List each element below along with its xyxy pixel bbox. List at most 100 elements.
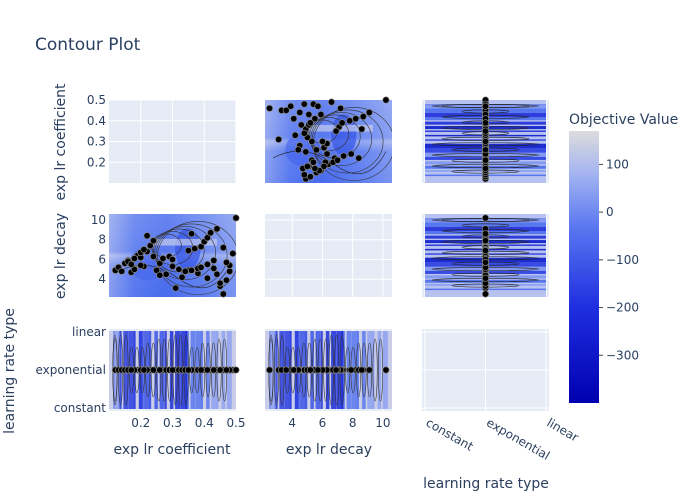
trial-point [156, 259, 164, 267]
trial-point [153, 266, 161, 274]
trial-point [481, 230, 490, 238]
trial-point [130, 254, 138, 263]
trial-point [140, 366, 148, 374]
trial-point [229, 249, 237, 258]
trial-point [318, 137, 327, 146]
trial-point [481, 164, 490, 173]
trial-point [327, 98, 336, 106]
x-tick-label: constant [424, 415, 476, 453]
trial-point [308, 137, 316, 146]
trial-point [481, 274, 490, 282]
subplot-0-0 [109, 99, 237, 183]
trial-point [127, 260, 135, 268]
trial-point [197, 263, 205, 271]
y-tick-label: 0.4 [87, 114, 106, 128]
trial-point [168, 255, 177, 264]
x-tick-label: 6 [319, 416, 327, 430]
trial-point [149, 252, 158, 261]
trial-point [300, 129, 308, 137]
trial-point [219, 290, 227, 298]
trial-point [282, 106, 290, 114]
trial-point [290, 115, 298, 123]
x-tick-label: exponential [484, 415, 552, 462]
trial-point [222, 366, 231, 374]
trial-point [143, 232, 151, 240]
trial-point [340, 152, 348, 160]
trial-point [290, 366, 298, 374]
trial-point [213, 225, 221, 233]
trial-point [210, 264, 218, 272]
trial-point [222, 276, 231, 284]
trial-point [296, 108, 304, 117]
y-tick-label: 0.5 [87, 93, 106, 107]
y-tick-label: 6 [98, 252, 106, 266]
trial-point [355, 154, 363, 162]
trial-point [347, 150, 355, 158]
trial-point [156, 271, 164, 279]
trial-point [226, 267, 234, 275]
trial-point [359, 113, 367, 121]
trial-point [203, 274, 211, 282]
trial-point [481, 137, 490, 146]
trial-point [382, 366, 390, 374]
trial-point [191, 245, 199, 253]
x-axis-title-type: learning rate type [423, 476, 549, 492]
subplot-1-2 [422, 214, 549, 298]
trial-point [149, 366, 158, 374]
colorbar-tick-label: 100 [606, 157, 629, 171]
trial-point [127, 366, 135, 374]
trial-point [332, 127, 340, 135]
trial-point [314, 366, 322, 374]
trial-point [188, 230, 196, 238]
trial-point [294, 146, 302, 154]
trial-point [118, 267, 126, 275]
trial-point [297, 121, 305, 129]
x-axis-title-coefficient: exp lr coefficient [113, 442, 231, 458]
trial-point [306, 119, 314, 127]
trial-point [232, 214, 240, 222]
trial-point [306, 366, 314, 374]
trial-point [265, 366, 274, 374]
trial-point [481, 156, 490, 164]
trial-point [352, 115, 360, 123]
colorbar-tick-label: −100 [606, 253, 639, 267]
trial-point [481, 290, 490, 298]
trial-point [184, 247, 192, 255]
trial-point [300, 100, 308, 108]
trial-point [346, 117, 354, 125]
x-tick-label: 0.2 [131, 416, 150, 430]
trial-point [338, 119, 346, 127]
y-tick-label: 4 [98, 272, 106, 286]
trial-point [358, 366, 366, 374]
trial-point [156, 366, 164, 374]
trial-point [358, 125, 366, 133]
trial-point [184, 366, 192, 374]
y-tick-label: 10 [91, 213, 106, 227]
colorbar-tick-label: −200 [606, 301, 639, 315]
trial-point [300, 171, 308, 179]
trial-point [282, 366, 290, 374]
trial-point [140, 246, 148, 254]
trial-point [320, 162, 328, 170]
x-tick-label: linear [545, 415, 581, 444]
trial-point [232, 366, 240, 374]
trial-point [203, 234, 211, 242]
trial-point [175, 265, 183, 273]
colorbar [569, 131, 599, 403]
trial-point [197, 366, 205, 374]
trial-point [216, 366, 224, 374]
colorbar-tick-label: 0 [606, 205, 614, 219]
trial-point [219, 244, 227, 252]
trial-point [203, 260, 211, 268]
trial-point [210, 256, 218, 264]
trial-point [334, 156, 342, 164]
trial-point [303, 162, 311, 170]
trial-point [311, 164, 319, 173]
subplot-0-2 [422, 96, 549, 183]
trial-point [365, 108, 373, 117]
y-tick-label: 8 [98, 233, 106, 247]
trial-point [314, 102, 322, 110]
subplot-0-1 [265, 96, 392, 183]
trial-point [146, 242, 154, 250]
